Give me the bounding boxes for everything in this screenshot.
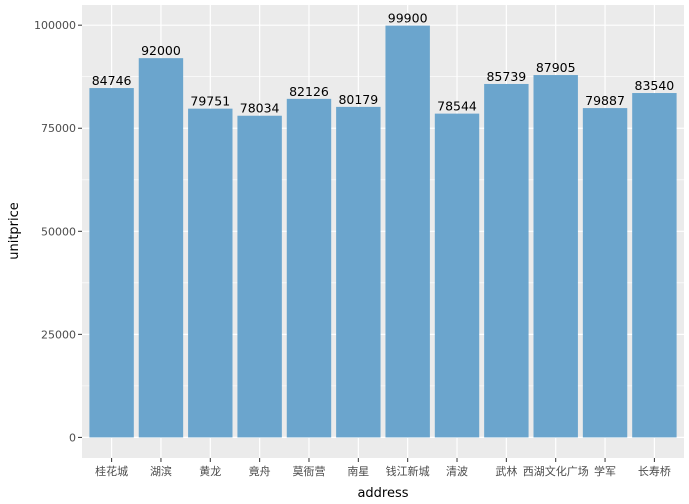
bars: [89, 25, 677, 438]
bar-value-label: 79887: [585, 93, 625, 108]
bar: [286, 98, 332, 438]
bar-value-label: 99900: [388, 11, 428, 26]
x-tick-label: 西湖文化广场: [523, 464, 589, 478]
y-tick-label: 50000: [41, 225, 76, 238]
x-tick-label: 武林: [495, 464, 517, 478]
bar-value-label: 82126: [289, 84, 329, 99]
bar: [138, 58, 184, 438]
x-tick-label: 学军: [594, 464, 616, 478]
bar: [484, 83, 529, 438]
y-tick-label: 100000: [34, 19, 76, 32]
x-axis: 桂花城 湖滨 黄龙 竟舟 莫衙营 南星 钱江新城 清波 武林 西湖文化广场 学军 长寿桥: [95, 458, 671, 478]
bar-value-label: 92000: [141, 43, 181, 58]
bar-value-label: 78034: [240, 101, 280, 116]
bar: [336, 106, 381, 438]
bar-value-label: 85739: [486, 69, 526, 84]
x-tick-label: 钱江新城: [386, 464, 430, 478]
x-tick-label: 黄龙: [199, 464, 221, 478]
x-tick-label: 湖滨: [150, 464, 172, 478]
y-axis-title: unitprice: [7, 202, 22, 260]
bar: [582, 108, 628, 438]
x-axis-title: address: [357, 486, 408, 501]
x-tick-label: 清波: [446, 465, 468, 478]
y-tick-label: 25000: [41, 328, 76, 341]
bar: [434, 113, 480, 438]
x-tick-label: 竟舟: [249, 464, 271, 478]
y-tick-label: 75000: [41, 122, 76, 135]
bar: [632, 93, 677, 438]
bar: [89, 88, 134, 438]
bar: [237, 115, 282, 438]
bar: [385, 25, 430, 438]
bar: [533, 75, 578, 438]
x-tick-label: 莫衙营: [292, 464, 325, 478]
x-tick-label: 南星: [347, 465, 369, 478]
bar: [188, 108, 233, 438]
bar-value-label: 79751: [190, 94, 230, 109]
x-tick-label: 桂花城: [95, 464, 128, 478]
bar-value-label: 87905: [536, 60, 576, 75]
bar-value-label: 78544: [437, 99, 477, 114]
bar-value-label: 80179: [338, 92, 378, 107]
bar-value-label: 84746: [92, 73, 132, 88]
y-axis: 0 25000 50000 75000 100000: [34, 19, 82, 444]
x-tick-label: 长寿桥: [638, 464, 671, 478]
y-tick-label: 0: [69, 431, 76, 444]
bar-value-labels: 84746 92000 79751 78034 82126 80179 99900 78544…: [92, 11, 675, 116]
bar-value-label: 83540: [635, 78, 675, 93]
